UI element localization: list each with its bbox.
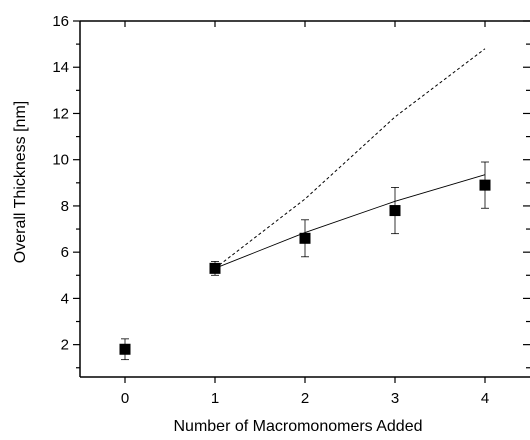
data-point	[389, 205, 401, 217]
data-point	[299, 232, 311, 244]
dashed-series-line	[214, 48, 486, 269]
solid-series-line	[214, 174, 486, 269]
data-point	[479, 179, 491, 191]
data-points	[119, 161, 491, 361]
data-point	[209, 262, 221, 274]
y-tick-label: 10	[52, 152, 69, 169]
x-tick-label: 1	[211, 390, 219, 407]
data-point	[119, 343, 131, 355]
y-tick-label: 2	[61, 337, 69, 354]
y-axis-ticks: 2 4 6 8 10 12 14 16	[52, 13, 530, 369]
y-tick-label: 14	[52, 59, 69, 76]
x-tick-label: 0	[121, 390, 129, 407]
x-tick-label: 2	[301, 390, 309, 407]
y-tick-label: 6	[61, 244, 69, 261]
y-tick-label: 8	[61, 198, 69, 215]
series-lines	[214, 48, 486, 269]
y-axis-title: Overall Thickness [nm]	[12, 101, 29, 263]
x-axis-ticks: 0 1 2 3 4	[121, 21, 489, 407]
x-tick-label: 4	[481, 390, 489, 407]
x-tick-label: 3	[391, 390, 399, 407]
y-tick-label: 16	[52, 13, 69, 30]
x-axis-title: Number of Macromonomers Added	[174, 418, 423, 435]
y-tick-label: 4	[61, 290, 69, 307]
plot-frame	[79, 20, 530, 378]
y-tick-label: 12	[52, 105, 69, 122]
